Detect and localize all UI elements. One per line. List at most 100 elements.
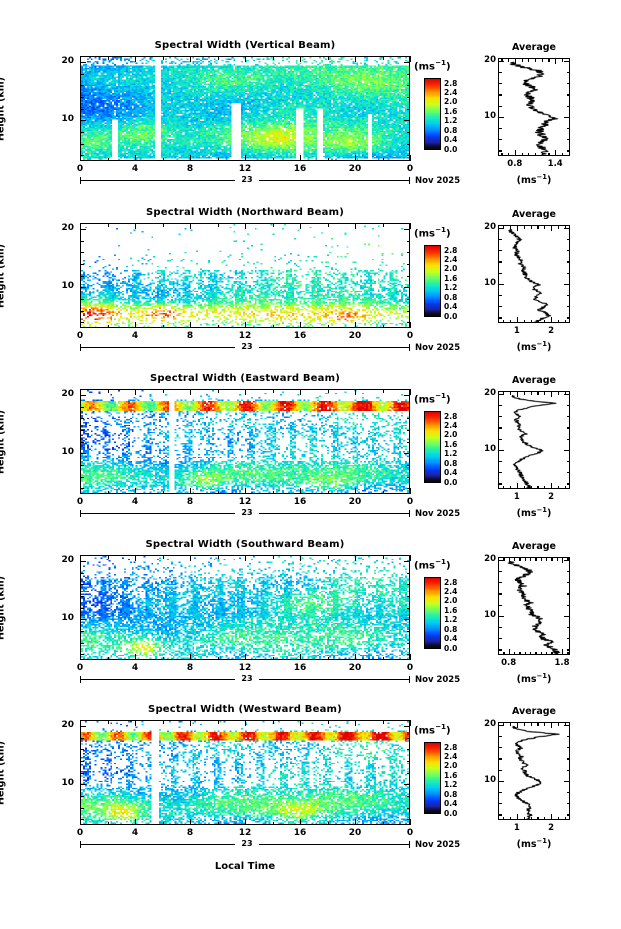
x-tick-label: 12 — [238, 828, 252, 838]
average-y-minor-tick — [498, 461, 502, 463]
x-minor-tick — [300, 324, 302, 328]
heatmap-plot — [80, 223, 410, 328]
average-y-minor-tick — [498, 116, 502, 118]
x-minor-tick — [162, 324, 164, 328]
average-y-minor-tick — [566, 416, 570, 418]
average-y-minor-tick — [498, 758, 502, 760]
x-minor-tick — [245, 656, 247, 660]
panel-title: Spectral Width (Eastward Beam) — [149, 373, 341, 384]
average-y-minor-tick — [498, 105, 502, 107]
average-y-minor-tick — [498, 736, 502, 738]
y-axis-label: Height (km) — [0, 223, 8, 328]
x-tick-label: 0 — [406, 164, 414, 174]
day-span-end — [408, 510, 410, 517]
colorbar-canvas — [425, 743, 440, 813]
x-minor-tick — [217, 720, 219, 724]
average-x-minor-tick — [521, 152, 523, 156]
average-x-minor-tick — [535, 58, 537, 62]
y-minor-tick — [80, 749, 84, 751]
colorbar-tick-label: 0.0 — [444, 808, 458, 818]
average-plot — [498, 391, 570, 489]
y-minor-tick — [406, 275, 410, 277]
x-tick-label: 0 — [76, 828, 84, 838]
average-y-tick-label: 20 — [484, 387, 496, 398]
y-minor-tick — [406, 96, 410, 99]
y-minor-tick — [80, 476, 84, 478]
colorbar-tick-label: 2.0 — [444, 596, 458, 606]
average-x-minor-tick — [558, 722, 560, 726]
average-y-tick-label: 10 — [484, 277, 496, 288]
average-x-minor-tick — [546, 557, 548, 561]
average-y-minor-tick — [498, 747, 502, 749]
date-label: Nov 2025 — [415, 176, 461, 186]
x-minor-tick — [355, 490, 357, 494]
colorbar-tick-label: 1.2 — [444, 780, 458, 790]
x-minor-tick — [107, 821, 109, 825]
y-axis-label-text: Height (km) — [0, 409, 7, 474]
x-tick-label: 20 — [348, 663, 362, 673]
average-x-minor-tick — [501, 152, 503, 156]
x-minor-tick — [162, 490, 164, 494]
y-axis-label: Height (km) — [0, 555, 8, 660]
y-minor-tick — [80, 120, 84, 122]
y-minor-tick — [406, 155, 410, 157]
y-minor-tick — [80, 560, 84, 563]
y-minor-tick — [80, 73, 84, 75]
average-y-minor-tick — [498, 571, 502, 573]
y-tick-label: 10 — [61, 778, 74, 789]
x-minor-tick — [135, 821, 137, 825]
x-tick-label: 0 — [76, 164, 84, 174]
x-minor-tick — [355, 223, 357, 227]
average-y-tick-label: 10 — [484, 609, 496, 620]
x-tick-label: 12 — [238, 663, 252, 673]
y-axis-label-text: Height (km) — [0, 243, 7, 308]
colorbar-tick-label: 1.2 — [444, 615, 458, 625]
y-axis-label-text: Height (km) — [0, 575, 7, 640]
colorbar-tick-label: 1.6 — [444, 273, 458, 283]
colorbar-canvas — [425, 246, 440, 316]
day-span-end — [408, 177, 410, 184]
y-minor-tick — [80, 252, 84, 254]
x-minor-tick — [190, 656, 192, 660]
x-minor-tick — [300, 56, 302, 60]
average-profile-canvas — [499, 558, 569, 654]
x-minor-tick — [245, 720, 247, 724]
y-minor-tick — [80, 131, 84, 134]
average-y-minor-tick — [566, 438, 570, 440]
average-y-minor-tick — [566, 139, 570, 141]
average-x-tick-label: 2 — [548, 492, 555, 502]
x-tick-mark — [80, 555, 82, 561]
y-minor-tick — [406, 749, 410, 751]
average-plot — [498, 58, 570, 156]
average-y-tick-label: 10 — [484, 774, 496, 785]
x-minor-tick — [217, 157, 219, 161]
x-tick-mark — [410, 654, 412, 660]
x-tick-mark — [410, 389, 412, 395]
average-x-minor-tick — [551, 816, 553, 820]
colorbar-tick-label: 2.0 — [444, 97, 458, 107]
average-y-minor-tick — [498, 649, 502, 651]
average-x-minor-tick — [544, 816, 546, 820]
average-x-minor-tick — [519, 651, 521, 655]
colorbar-tick-label: 2.8 — [444, 577, 458, 587]
average-y-minor-tick — [498, 438, 502, 440]
x-minor-tick — [135, 324, 137, 328]
average-y-minor-tick — [498, 283, 502, 285]
heatmap-canvas — [81, 224, 409, 327]
average-x-minor-tick — [503, 319, 505, 323]
x-minor-tick — [327, 157, 329, 161]
average-x-minor-tick — [537, 722, 539, 726]
x-minor-tick — [245, 389, 247, 393]
x-tick-label: 16 — [293, 331, 307, 341]
y-minor-tick — [80, 654, 84, 656]
average-y-minor-tick — [566, 306, 570, 308]
y-minor-tick — [406, 784, 410, 786]
y-minor-tick — [406, 143, 410, 145]
y-minor-tick — [406, 819, 410, 821]
y-minor-tick — [80, 595, 84, 598]
y-minor-tick — [406, 240, 410, 242]
x-tick-mark — [80, 720, 82, 726]
y-minor-tick — [80, 784, 84, 786]
x-minor-tick — [190, 56, 192, 60]
average-y-minor-tick — [566, 60, 570, 62]
